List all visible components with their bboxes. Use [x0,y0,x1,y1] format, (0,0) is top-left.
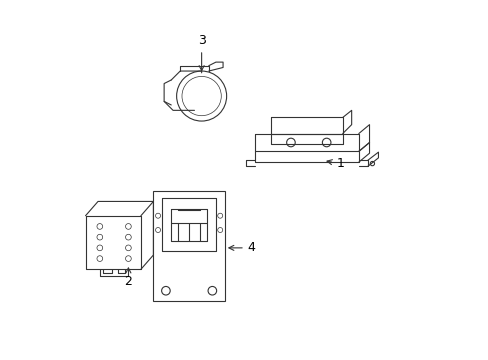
Text: 4: 4 [228,241,255,255]
Text: 1: 1 [326,157,344,170]
Text: 2: 2 [124,268,132,288]
Text: 3: 3 [197,34,205,71]
